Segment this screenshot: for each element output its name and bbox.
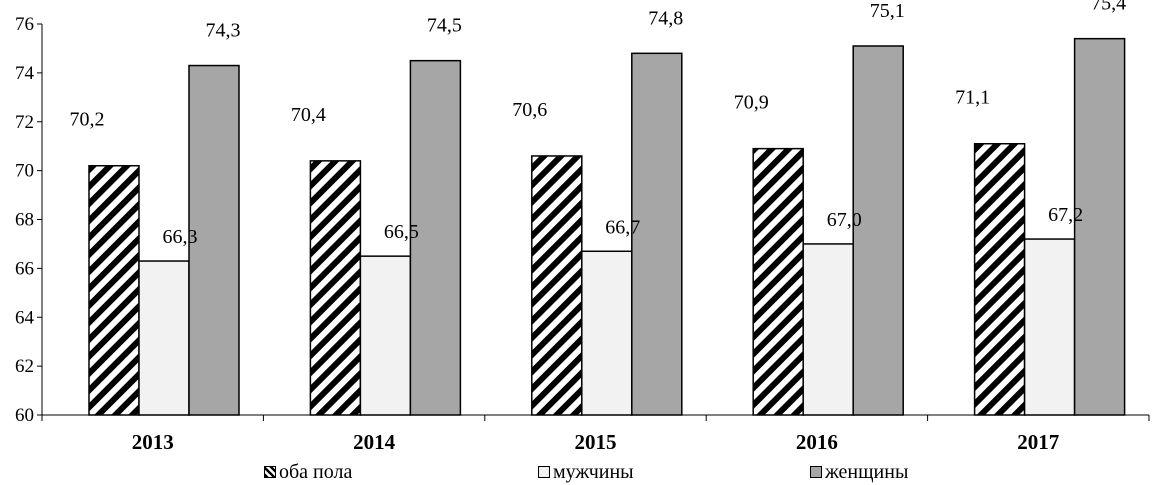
x-tick-label: 2016	[796, 430, 838, 454]
chart-plot: 60 62 64 66 68 70 72 74 76 2013 2014 2015 2016 2017 7…	[15, 0, 1150, 454]
bar	[138, 260, 190, 416]
legend-label: женщины	[825, 461, 909, 483]
y-tick-label: 74	[15, 63, 35, 84]
bar	[1023, 238, 1076, 416]
y-tick-label: 64	[15, 307, 35, 328]
bar	[188, 64, 240, 416]
y-tick-label: 66	[15, 258, 34, 279]
bar	[631, 52, 683, 416]
legend-item-both-sexes: оба пола	[264, 461, 352, 483]
data-label: 66,3	[163, 226, 198, 248]
data-label: 75,1	[870, 0, 905, 22]
bar	[359, 255, 412, 416]
data-label: 75,4	[1091, 0, 1126, 15]
bar	[409, 59, 462, 416]
data-label: 74,5	[427, 15, 462, 37]
legend-swatch-light	[538, 466, 550, 478]
x-tick-label: 2014	[353, 430, 396, 454]
y-tick-label: 68	[15, 210, 34, 231]
bar	[802, 243, 854, 416]
legend-item-men: мужчины	[538, 461, 634, 483]
bar	[1073, 37, 1126, 416]
legend: оба пола мужчины женщины	[0, 459, 1155, 485]
bar	[852, 45, 904, 416]
y-tick-label: 60	[15, 405, 34, 426]
bar	[309, 160, 362, 416]
x-tick-label: 2017	[1017, 430, 1059, 454]
legend-label: оба пола	[279, 461, 353, 483]
bar	[531, 155, 583, 416]
data-label: 74,8	[648, 7, 683, 29]
data-label: 71,1	[955, 87, 990, 109]
x-tick-label: 2015	[575, 430, 617, 454]
data-label: 66,5	[384, 221, 419, 243]
data-label: 70,2	[70, 109, 105, 131]
data-label: 66,7	[605, 216, 640, 238]
y-tick-label: 70	[15, 161, 34, 182]
legend-label: мужчины	[553, 461, 634, 483]
bar	[752, 147, 804, 416]
bar	[973, 142, 1026, 416]
data-label: 74,3	[206, 20, 241, 42]
bar	[88, 164, 140, 416]
legend-item-women: женщины	[810, 461, 908, 483]
y-tick-label: 62	[15, 356, 34, 377]
legend-swatch-gray	[810, 466, 822, 478]
bar	[581, 250, 633, 416]
data-label: 67,0	[827, 209, 862, 231]
data-label: 70,9	[734, 92, 769, 114]
legend-swatch-hatched	[264, 466, 276, 478]
x-tick-label: 2013	[132, 430, 174, 454]
y-tick-label: 76	[15, 14, 34, 35]
data-label: 70,6	[512, 99, 547, 121]
data-label: 70,4	[291, 104, 326, 126]
y-tick-label: 72	[15, 112, 34, 133]
data-label: 67,2	[1048, 204, 1083, 226]
